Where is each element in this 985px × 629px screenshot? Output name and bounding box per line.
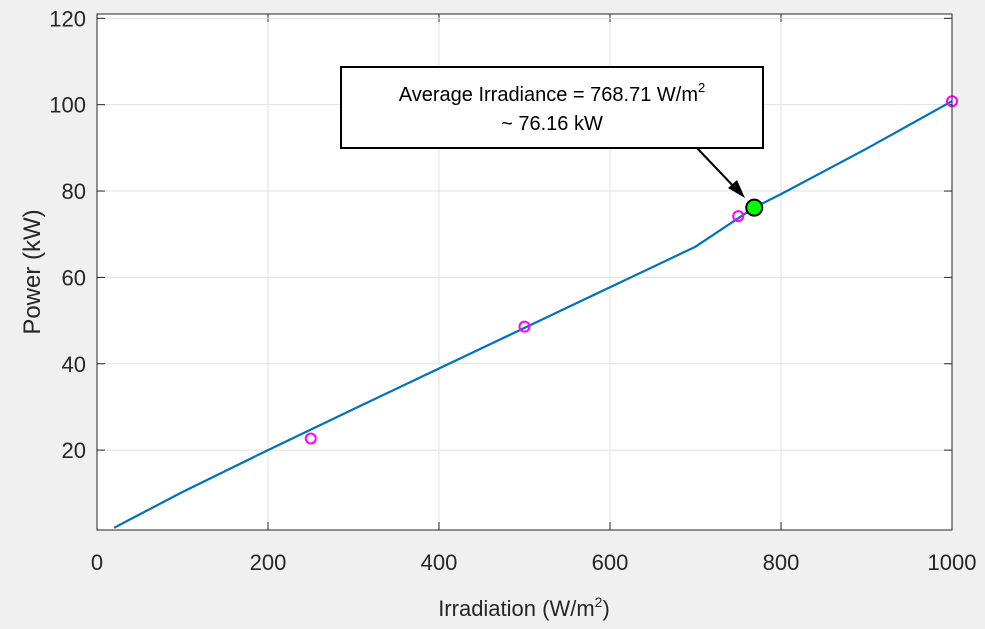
x-tick-label: 800 (763, 550, 800, 575)
x-axis-label-sup: 2 (595, 594, 603, 610)
data-marker (304, 432, 317, 445)
annotation-box (340, 66, 764, 149)
data-marker (518, 320, 531, 333)
y-tick-label: 80 (62, 179, 86, 204)
y-tick-labels: 20 40 60 80 100 120 (49, 6, 86, 463)
annotation-arrow-line (696, 147, 738, 191)
data-marker (732, 210, 745, 223)
marker-layer (304, 95, 958, 445)
x-axis-label-end: ) (602, 596, 609, 621)
x-axis-label: Irradiation (W/m2) (438, 594, 610, 621)
average-irradiance-point (745, 198, 764, 217)
y-tick-label: 60 (62, 265, 86, 290)
curve-layer (113, 100, 953, 529)
y-tick-label: 20 (62, 438, 86, 463)
x-tick-label: 400 (421, 550, 458, 575)
y-axis-label: Power (kW) (19, 209, 46, 334)
x-tick-label: 1000 (928, 550, 977, 575)
annotation-arrowhead (728, 180, 745, 198)
annotation-line-1-main: Average Irradiance = 768.71 W/m (399, 84, 698, 106)
annotation-line-1: Average Irradiance = 768.71 W/m2 (399, 80, 705, 106)
plot-border (96, 13, 953, 531)
x-tick-label: 200 (250, 550, 287, 575)
annotation: Average Irradiance = 768.71 W/m2 ~ 76.16… (340, 66, 764, 198)
x-axis-label-main: Irradiation (W/m (438, 596, 594, 621)
x-tick-label: 0 (91, 550, 103, 575)
x-tick-labels: 0 200 400 600 800 1000 (91, 550, 977, 575)
y-tick-label: 40 (62, 352, 86, 377)
annotation-line-1-sup: 2 (698, 80, 705, 95)
power-curve (113, 100, 953, 529)
annotation-line-2: ~ 76.16 kW (501, 113, 603, 135)
y-tick-label: 100 (49, 93, 86, 118)
x-tick-label: 600 (592, 550, 629, 575)
y-tick-label: 120 (49, 6, 86, 31)
